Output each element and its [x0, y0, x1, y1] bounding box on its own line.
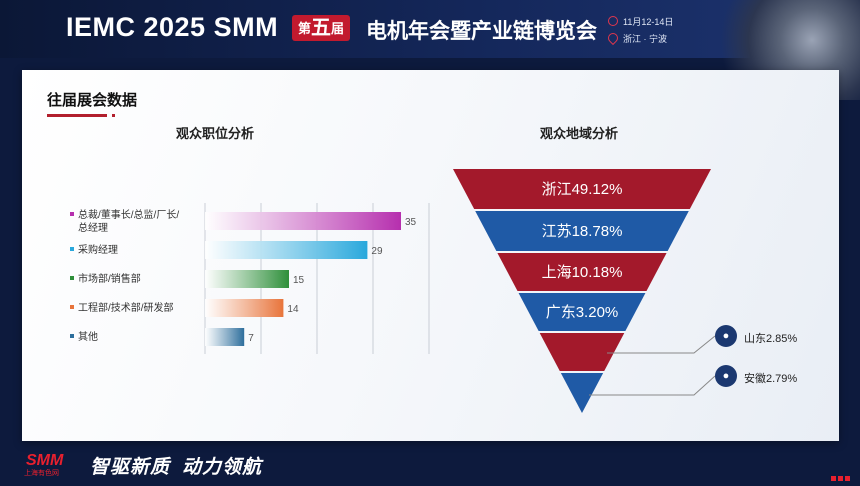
brand-title: IEMC 2025 SMM — [66, 12, 279, 42]
edition-badge: 第五届 — [292, 15, 351, 41]
legend-marker — [70, 305, 74, 309]
slogan-2: 动力领航 — [182, 457, 263, 478]
smm-logo: SMM — [26, 452, 64, 469]
funnel-segment — [453, 169, 711, 209]
bar-value-label: 7 — [248, 333, 254, 344]
callout-line — [607, 335, 716, 354]
people-icon: ● — [715, 325, 737, 347]
section-dot — [112, 114, 115, 117]
clock-icon — [608, 16, 618, 26]
slogan-1: 智驱新质 — [90, 457, 171, 478]
legend-marker — [70, 247, 74, 251]
funnel-segment — [497, 253, 667, 291]
bar — [205, 212, 401, 230]
callout-label-anhui: 安徽2.79% — [744, 373, 798, 385]
bar-value-label: 29 — [371, 246, 383, 257]
header: IEMC 2025 SMM 第五届 电机年会暨产业链博览会 11月12-14日 … — [0, 0, 860, 100]
legend-marker — [70, 276, 74, 280]
bar-value-label: 35 — [405, 217, 417, 228]
category-label: 采购经理 — [78, 243, 118, 256]
legend-marker — [70, 334, 74, 338]
edition-prefix: 第 — [298, 21, 312, 36]
funnel-segment — [539, 333, 625, 371]
position-bar-chart: 35 总裁/董事长/总监/厂长/总经理 29 采购经理 15 市场部/销售部 14 工程部/技… — [70, 203, 430, 354]
bar-value-label: 15 — [293, 275, 305, 286]
edition-suffix: 届 — [331, 21, 345, 36]
section-title: 往届展会数据 — [47, 92, 138, 109]
edition-number: 五 — [311, 17, 332, 39]
position-chart-title: 观众职位分析 — [176, 126, 255, 141]
event-date: 11月12-14日 — [608, 15, 673, 28]
event-title: 电机年会暨产业链博览会 — [366, 20, 597, 43]
bar — [205, 270, 289, 288]
category-label: 工程部/技术部/研发部 — [78, 301, 174, 314]
page-indicator — [829, 468, 850, 486]
funnel-segment — [518, 293, 646, 331]
region-chart-title: 观众地域分析 — [540, 126, 619, 141]
funnel-label: 广东3.20% — [546, 304, 619, 321]
data-card: 往届展会数据 观众职位分析 观众地域分析 35 总裁/董事长/总监/厂长/总经理 2… — [22, 70, 839, 441]
category-label: 总裁/董事长/总监/厂长/ — [78, 208, 179, 221]
category-label: 总经理 — [78, 221, 108, 234]
funnel-label: 江苏18.78% — [542, 223, 623, 240]
bar — [205, 299, 284, 317]
event-location: 浙江 · 宁波 — [605, 30, 667, 46]
event-date-text: 11月12-14日 — [623, 17, 674, 27]
slogan: 智驱新质 动力领航 — [90, 452, 262, 479]
legend-marker — [70, 212, 74, 216]
smm-logo-sub: 上海有色网 — [24, 470, 59, 477]
bar — [205, 328, 245, 346]
event-location-text: 浙江 · 宁波 — [623, 34, 667, 44]
callout-label-shandong: 山东2.85% — [744, 333, 798, 345]
region-funnel-chart: 浙江49.12% 江苏18.78% 上海10.18% 广东3.20% — [453, 169, 716, 413]
location-pin-icon — [605, 30, 621, 46]
bar-value-label: 14 — [287, 304, 299, 315]
funnel-segment — [475, 211, 689, 251]
funnel-segment — [560, 373, 604, 413]
funnel-label: 浙江49.12% — [542, 181, 623, 198]
category-label: 其他 — [78, 330, 98, 343]
people-icon: ● — [715, 365, 737, 387]
section-underline — [47, 114, 107, 117]
bar — [205, 241, 368, 259]
callout-line — [589, 375, 716, 396]
funnel-label: 上海10.18% — [542, 264, 623, 281]
category-label: 市场部/销售部 — [78, 272, 141, 285]
